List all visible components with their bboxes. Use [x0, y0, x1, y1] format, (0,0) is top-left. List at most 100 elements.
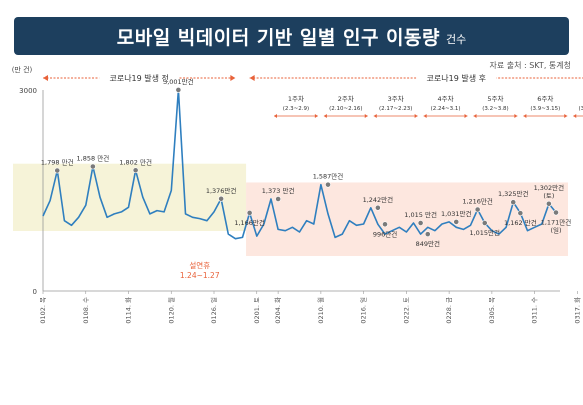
x-tick-label: 0317. 화	[573, 297, 581, 324]
week-arrow-head	[364, 114, 368, 118]
data-label: 1,858 만건	[77, 154, 110, 163]
week-range: (3.2~3.8)	[482, 106, 508, 112]
x-tick-label: 0108. 수	[82, 297, 90, 324]
data-label: 1,015만건	[469, 228, 500, 237]
x-tick-label: 0126. 일	[209, 297, 218, 324]
x-tick-label: 0102. 목	[39, 297, 47, 324]
data-label: 1,798 만건	[41, 158, 74, 167]
x-tick-label: 0311. 수	[531, 297, 539, 324]
data-point	[275, 196, 282, 202]
seollal-label: 설연휴	[189, 261, 210, 270]
title-bar: 모바일 빅데이터 기반 일별 인구 이동량 건수	[14, 17, 569, 55]
after-band	[246, 182, 568, 256]
x-tick-label: 0204. 화	[274, 297, 282, 324]
week-arrow-head	[564, 114, 568, 118]
before-band	[13, 163, 247, 231]
data-point	[481, 220, 488, 226]
data-point	[132, 167, 139, 174]
week-range: (2.3~2.9)	[283, 106, 309, 112]
y-axis-label: (만 건)	[12, 65, 33, 74]
data-point	[246, 209, 253, 216]
week-range: (2.10~2.16)	[329, 106, 362, 112]
data-label: 1,162 만건	[504, 218, 537, 227]
x-tick-label: 0201. 토	[253, 297, 261, 324]
data-point	[453, 219, 460, 225]
week-range: (2.17~2.23)	[379, 106, 412, 112]
source-note: 자료 출처 : SKT, 통계청	[489, 60, 571, 70]
data-point	[553, 209, 559, 216]
week-name: 3주차	[388, 94, 404, 103]
data-point	[417, 220, 424, 226]
x-tick-label: 0305. 목	[488, 297, 496, 324]
data-label: 1,376만건	[206, 186, 237, 195]
week-range: (2.24~3.1)	[431, 106, 461, 112]
data-point	[517, 210, 524, 217]
x-tick-label: 0228. 금	[445, 297, 453, 324]
period-label: 코로나19 발생 전	[109, 73, 168, 83]
week-name: 4주차	[438, 94, 454, 103]
x-tick-label: 0114. 화	[125, 297, 133, 324]
period-label-bg	[99, 72, 180, 83]
chart-title: 모바일 빅데이터 기반 일별 인구 이동량	[116, 26, 440, 49]
data-label: 1,015 만건	[404, 210, 437, 219]
week-arrow-head	[573, 114, 577, 118]
period-arrow-1-head-right	[230, 75, 236, 81]
data-label: 849만건	[416, 239, 440, 248]
data-point	[510, 199, 517, 206]
data-point	[474, 206, 481, 213]
data-label: 1,242만건	[363, 195, 394, 204]
y-tick-label: 3000	[19, 87, 37, 95]
series-line	[42, 89, 557, 240]
x-tick-label: 0210. 월	[316, 297, 325, 324]
week-arrow-head	[373, 114, 377, 118]
week-arrow-head	[464, 114, 468, 118]
data-point	[89, 163, 96, 170]
data-point	[424, 231, 431, 238]
data-point	[374, 204, 381, 211]
seollal-range: 1.24~1.27	[180, 271, 220, 280]
period-label-bg	[416, 72, 497, 83]
data-label: (토)	[543, 192, 554, 200]
data-label: 1,802 만건	[119, 157, 152, 166]
data-point	[325, 181, 331, 188]
x-tick-label: 0216. 일	[359, 297, 368, 324]
data-point	[545, 200, 552, 207]
x-tick-label: 0120. 월	[166, 297, 175, 324]
week-arrow-head	[314, 114, 318, 118]
data-label: 1,325만건	[498, 189, 529, 198]
week-arrow-head	[514, 114, 518, 118]
data-point	[54, 167, 61, 174]
week-range: (3.16~3.22)	[578, 106, 583, 112]
week-arrow-head	[423, 114, 427, 118]
week-name: 1주차	[288, 94, 304, 103]
data-label: 996만건	[373, 229, 397, 238]
data-label: 1,171만건	[541, 218, 572, 227]
data-point	[218, 195, 225, 202]
data-label: 1,302만건	[534, 183, 565, 192]
x-tick-label: 0222. 토	[402, 297, 410, 324]
week-name: 2주차	[338, 94, 354, 103]
period-label: 코로나19 발생 후	[427, 73, 486, 83]
data-label: 1,031만건	[441, 209, 472, 218]
data-label: 3,001만건	[163, 77, 194, 86]
data-point	[175, 87, 182, 93]
week-range: (3.9~3.15)	[530, 106, 560, 112]
period-arrow-1-head-left	[43, 75, 48, 81]
data-label: 1,166만건	[234, 218, 265, 227]
week-arrow-head	[523, 114, 527, 118]
week-name: 5주차	[487, 94, 503, 103]
data-label: (일)	[550, 226, 561, 235]
data-label: 1,587만건	[313, 172, 344, 181]
title-unit: 건수	[446, 33, 467, 46]
week-name: 6주차	[537, 94, 553, 103]
week-arrow-head	[323, 114, 327, 118]
week-arrow-head	[414, 114, 418, 118]
y-tick-label: 0	[33, 288, 37, 296]
period-arrow-2-head-left	[249, 75, 255, 81]
week-arrow-head	[274, 114, 277, 118]
data-label: 1,216만건	[462, 197, 493, 206]
data-point	[382, 221, 388, 228]
week-arrow-head	[473, 114, 477, 118]
